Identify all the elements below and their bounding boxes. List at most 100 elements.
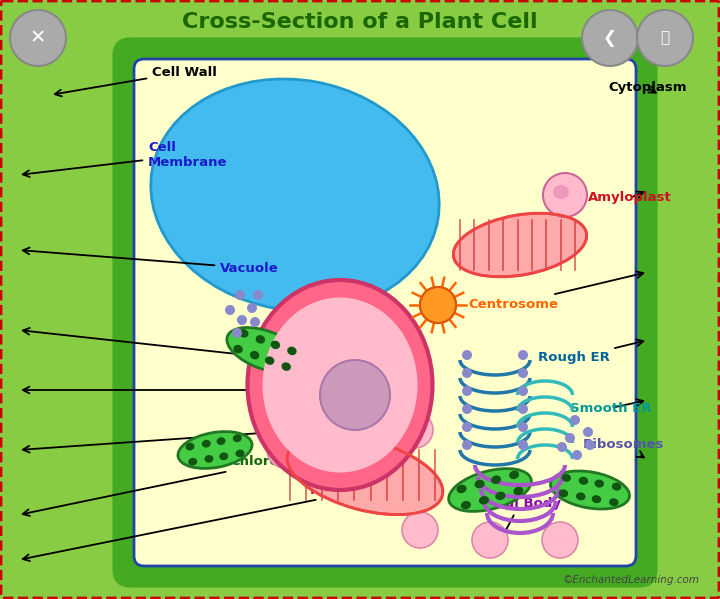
Circle shape xyxy=(543,173,587,217)
Ellipse shape xyxy=(454,213,587,277)
Circle shape xyxy=(570,415,580,425)
Ellipse shape xyxy=(204,455,213,463)
Circle shape xyxy=(462,386,472,396)
Circle shape xyxy=(402,512,438,548)
Ellipse shape xyxy=(287,435,443,515)
Text: Nucleolus: Nucleolus xyxy=(23,383,413,397)
Ellipse shape xyxy=(449,468,531,512)
Circle shape xyxy=(397,412,433,448)
Circle shape xyxy=(225,305,235,315)
Circle shape xyxy=(572,450,582,460)
Circle shape xyxy=(462,350,472,360)
Ellipse shape xyxy=(509,471,519,479)
Text: Cell
Membrane: Cell Membrane xyxy=(23,141,228,177)
Circle shape xyxy=(518,386,528,396)
Ellipse shape xyxy=(186,443,194,450)
Ellipse shape xyxy=(287,347,297,355)
Ellipse shape xyxy=(579,477,588,485)
Ellipse shape xyxy=(250,351,259,359)
Ellipse shape xyxy=(263,298,418,473)
Ellipse shape xyxy=(265,356,274,365)
Circle shape xyxy=(237,315,247,325)
Text: ©EnchantedLearning.com: ©EnchantedLearning.com xyxy=(563,575,700,585)
Ellipse shape xyxy=(559,489,568,497)
Ellipse shape xyxy=(491,476,501,484)
Text: Chloroplast: Chloroplast xyxy=(23,455,316,516)
Ellipse shape xyxy=(233,434,242,442)
Ellipse shape xyxy=(150,79,439,311)
Text: Golgi Body: Golgi Body xyxy=(480,497,560,556)
Circle shape xyxy=(582,10,638,66)
Ellipse shape xyxy=(551,471,629,509)
Ellipse shape xyxy=(461,501,471,509)
Circle shape xyxy=(518,404,528,414)
Ellipse shape xyxy=(239,329,248,338)
Text: Cell Wall: Cell Wall xyxy=(55,65,217,96)
Circle shape xyxy=(320,360,390,430)
Circle shape xyxy=(462,404,472,414)
Circle shape xyxy=(518,440,528,450)
Ellipse shape xyxy=(178,431,252,468)
Ellipse shape xyxy=(271,341,280,349)
Ellipse shape xyxy=(513,487,523,495)
Circle shape xyxy=(253,290,263,300)
Circle shape xyxy=(420,287,456,323)
Circle shape xyxy=(462,422,472,432)
Circle shape xyxy=(583,427,593,437)
Text: Centrosome: Centrosome xyxy=(468,271,644,310)
Text: Cytoplasm: Cytoplasm xyxy=(608,81,686,95)
Ellipse shape xyxy=(553,185,569,199)
Ellipse shape xyxy=(220,452,228,460)
Text: Nuclear
Membrane: Nuclear Membrane xyxy=(23,416,344,452)
Text: Smooth ER: Smooth ER xyxy=(570,399,652,415)
Ellipse shape xyxy=(282,362,291,371)
Ellipse shape xyxy=(474,480,485,488)
FancyBboxPatch shape xyxy=(118,43,652,582)
Circle shape xyxy=(462,440,472,450)
Ellipse shape xyxy=(592,495,601,503)
Ellipse shape xyxy=(248,280,433,490)
Ellipse shape xyxy=(609,498,618,506)
Text: Rough ER: Rough ER xyxy=(538,340,644,365)
Ellipse shape xyxy=(235,449,245,457)
Text: Ribosomes: Ribosomes xyxy=(583,438,665,458)
Ellipse shape xyxy=(495,492,505,500)
Ellipse shape xyxy=(479,496,489,504)
Text: ✕: ✕ xyxy=(30,29,46,47)
Ellipse shape xyxy=(217,437,225,445)
Circle shape xyxy=(542,522,578,558)
Circle shape xyxy=(250,317,260,327)
FancyBboxPatch shape xyxy=(134,59,636,566)
Ellipse shape xyxy=(188,458,197,465)
Circle shape xyxy=(585,440,595,450)
Ellipse shape xyxy=(595,480,604,488)
Circle shape xyxy=(557,442,567,452)
Text: Cross-Section of a Plant Cell: Cross-Section of a Plant Cell xyxy=(182,12,538,32)
Ellipse shape xyxy=(256,335,265,344)
Circle shape xyxy=(518,422,528,432)
Ellipse shape xyxy=(562,474,571,482)
Ellipse shape xyxy=(576,492,585,500)
Circle shape xyxy=(232,328,242,338)
Ellipse shape xyxy=(227,328,303,373)
Circle shape xyxy=(420,287,456,323)
Circle shape xyxy=(472,522,508,558)
Circle shape xyxy=(247,303,257,313)
Text: ❮: ❮ xyxy=(603,29,617,47)
Ellipse shape xyxy=(202,440,211,447)
Circle shape xyxy=(637,10,693,66)
Circle shape xyxy=(518,350,528,360)
Text: 🔖: 🔖 xyxy=(660,31,670,46)
Circle shape xyxy=(565,433,575,443)
Ellipse shape xyxy=(612,483,621,491)
Text: Mitochondrion: Mitochondrion xyxy=(23,483,418,561)
Text: Vacuole: Vacuole xyxy=(23,247,279,274)
Circle shape xyxy=(235,290,245,300)
Text: Amyloplast: Amyloplast xyxy=(588,192,672,204)
Ellipse shape xyxy=(233,345,243,353)
Text: Nucleus: Nucleus xyxy=(23,328,322,367)
Circle shape xyxy=(267,432,303,468)
Circle shape xyxy=(462,368,472,378)
Circle shape xyxy=(10,10,66,66)
Ellipse shape xyxy=(456,485,467,493)
